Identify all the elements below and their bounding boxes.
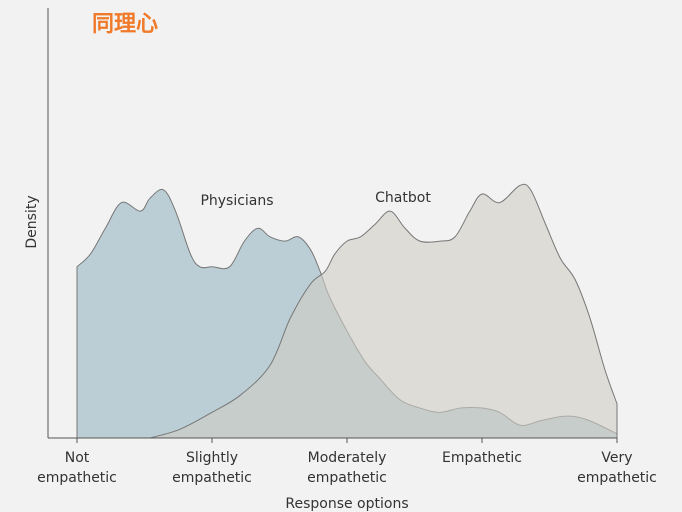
x-tick-label: Moderately empathetic: [307, 450, 387, 486]
x-tick-label-line: Not: [65, 450, 90, 466]
x-axis-label: Response options: [285, 496, 408, 512]
series-label: Physicians: [200, 193, 273, 209]
x-tick-label-line: Slightly: [186, 450, 238, 466]
x-tick-label-line: empathetic: [577, 470, 657, 486]
x-tick-label: Slightly empathetic: [172, 450, 252, 486]
x-tick-label-line: Moderately: [308, 450, 387, 466]
x-tick-label: Empathetic: [442, 450, 522, 466]
density-area: [149, 183, 618, 439]
x-tick-label: Not empathetic: [37, 450, 117, 486]
y-axis-label: Density: [24, 195, 40, 248]
x-tick-label-line: Very: [601, 450, 632, 466]
x-tick-label-line: empathetic: [172, 470, 252, 486]
x-tick-label-line: empathetic: [307, 470, 387, 486]
chart-title: 同理心: [92, 12, 158, 37]
x-tick-label-line: empathetic: [37, 470, 117, 486]
series-label: Chatbot: [375, 190, 431, 206]
x-tick-label: Very empathetic: [577, 450, 657, 486]
x-tick-label-line: Empathetic: [442, 450, 522, 466]
